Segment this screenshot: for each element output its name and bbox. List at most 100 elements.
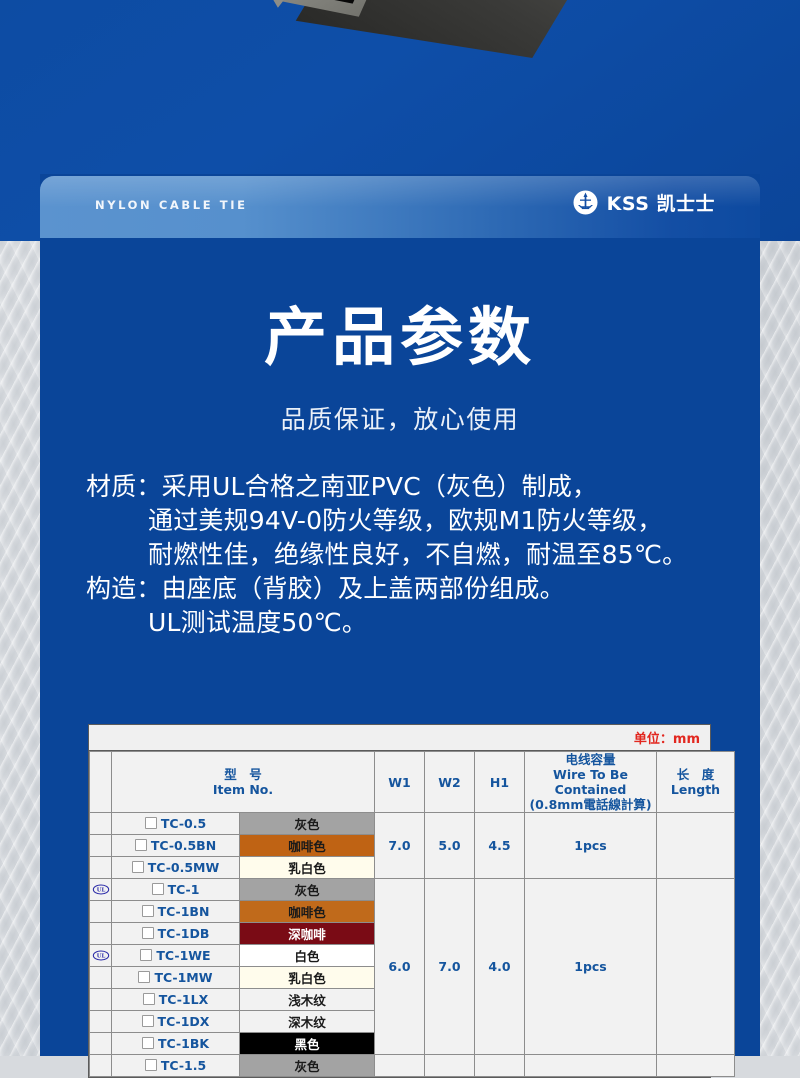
item-no-cell[interactable]: TC-1BN: [111, 900, 240, 923]
spec-line: 材质：采用UL合格之南亚PVC（灰色）制成，: [86, 472, 598, 501]
wire-capacity-cell: [524, 1054, 657, 1077]
table-row: TC-1LX 浅木纹: [89, 988, 735, 1011]
row-checkbox[interactable]: [138, 971, 151, 983]
header-w2: W2: [424, 751, 475, 813]
brand-header-bar: NYLON CABLE TIE KSS 凯士士: [40, 176, 760, 238]
ul-empty-cell: [89, 1054, 112, 1077]
h1-cell: 4.5: [474, 812, 525, 879]
spec-line: UL测试温度50℃。: [148, 608, 368, 637]
w2-cell: 5.0: [424, 812, 475, 879]
header-w1: W1: [374, 751, 425, 813]
header-wire-en: Wire To Be Contained: [553, 767, 628, 797]
ul-empty-cell: [89, 812, 112, 835]
color-swatch-cell: 灰色: [239, 878, 375, 901]
item-no-label: TC-1DX: [157, 1014, 210, 1029]
header-item-no: 型 号 Item No.: [111, 751, 375, 813]
wire-capacity-cell: 1pcs: [524, 878, 657, 1055]
table-head: 型 号 Item No. W1 W2 H1 电线容量 Wire To Be Co…: [89, 751, 735, 813]
ul-empty-cell: [89, 1010, 112, 1033]
table-row: TC-1DX 深木纹: [89, 1010, 735, 1033]
w2-cell: [424, 1054, 475, 1077]
header-length-cn: 长 度: [676, 767, 715, 782]
row-checkbox[interactable]: [141, 927, 154, 939]
item-no-cell[interactable]: TC-1BK: [111, 1032, 240, 1055]
header-ul: [89, 751, 112, 813]
pvc-cable-duct-photo: [265, 0, 582, 58]
row-checkbox[interactable]: [131, 861, 144, 873]
row-checkbox[interactable]: [141, 1015, 154, 1027]
row-checkbox[interactable]: [151, 883, 164, 895]
item-no-label: TC-1LX: [158, 992, 209, 1007]
table-row: UL TC-1 灰色 6.0 7.0 4.0 1pcs: [89, 878, 735, 1055]
item-no-cell[interactable]: TC-1: [111, 878, 240, 901]
item-no-cell[interactable]: TC-1DB: [111, 922, 240, 945]
ul-mark-cell: UL: [89, 944, 112, 967]
item-no-label: TC-0.5MW: [147, 860, 220, 875]
color-swatch-cell: 咖啡色: [239, 834, 375, 857]
table-row: TC-0.5MW 乳白色: [89, 856, 735, 879]
header-h1: H1: [474, 751, 525, 813]
ul-empty-cell: [89, 1032, 112, 1055]
spec-line: 耐燃性佳，绝缘性良好，不自燃，耐温至85℃。: [148, 540, 688, 569]
spec-description: 材质：采用UL合格之南亚PVC（灰色）制成， 通过美规94V-0防火等级，欧规M…: [86, 470, 726, 640]
spec-line: 构造：由座底（背胶）及上盖两部份组成。: [86, 574, 565, 603]
length-cell: [656, 878, 735, 1055]
header-wire-capacity: 电线容量 Wire To Be Contained (0.8mm電話線計算): [524, 751, 657, 813]
ul-empty-cell: [89, 834, 112, 857]
color-swatch-cell: 黑色: [239, 1032, 375, 1055]
item-no-label: TC-1DB: [157, 926, 210, 941]
row-checkbox[interactable]: [140, 949, 153, 961]
ul-empty-cell: [89, 966, 112, 989]
color-swatch-cell: 深木纹: [239, 1010, 375, 1033]
item-no-cell[interactable]: TC-1.5: [111, 1054, 240, 1077]
w1-cell: [374, 1054, 425, 1077]
ul-empty-cell: [89, 988, 112, 1011]
header-item-cn: 型 号: [224, 767, 262, 782]
h1-cell: [474, 1054, 525, 1077]
w1-cell: 6.0: [374, 878, 425, 1055]
w2-cell: 7.0: [424, 878, 475, 1055]
row-checkbox[interactable]: [141, 1037, 154, 1049]
row-checkbox[interactable]: [141, 905, 154, 917]
row-checkbox[interactable]: [144, 1059, 157, 1071]
unit-row: 单位：mm: [89, 725, 710, 751]
item-no-cell[interactable]: TC-1LX: [111, 988, 240, 1011]
color-swatch-cell: 灰色: [239, 812, 375, 835]
kss-anchor-logo-icon: [573, 190, 598, 215]
ul-listed-icon: UL: [92, 884, 109, 895]
header-wire-note: (0.8mm電話線計算): [529, 797, 652, 812]
item-no-label: TC-1BK: [157, 1036, 210, 1051]
item-no-cell[interactable]: TC-1DX: [111, 1010, 240, 1033]
item-no-label: TC-1BN: [157, 904, 210, 919]
item-no-label: TC-1WE: [156, 948, 211, 963]
length-cell: [656, 1054, 735, 1077]
item-no-cell[interactable]: TC-0.5: [111, 812, 240, 835]
table-row: TC-1.5 灰色: [89, 1054, 735, 1077]
color-swatch-cell: 咖啡色: [239, 900, 375, 923]
item-no-cell[interactable]: TC-0.5BN: [111, 834, 240, 857]
color-swatch-cell: 白色: [239, 944, 375, 967]
row-checkbox[interactable]: [142, 993, 155, 1005]
unit-label: 单位：mm: [633, 732, 700, 747]
header-length-en: Length: [670, 782, 721, 797]
spec-line: 通过美规94V-0防火等级，欧规M1防火等级，: [148, 506, 663, 535]
table-row: TC-1MW 乳白色: [89, 966, 735, 989]
spec-table-container: 单位：mm 型 号 Item No. W1 W2 H1 电线容量 Wire To…: [88, 724, 735, 1078]
item-no-label: TC-0.5: [160, 816, 207, 831]
row-checkbox[interactable]: [134, 839, 147, 851]
item-no-cell[interactable]: TC-1MW: [111, 966, 240, 989]
header-wire-cn: 电线容量: [565, 752, 616, 767]
color-swatch-cell: 乳白色: [239, 966, 375, 989]
header-item-en: Item No.: [212, 782, 274, 797]
brand-tagline: NYLON CABLE TIE: [95, 198, 248, 212]
item-no-cell[interactable]: TC-1WE: [111, 944, 240, 967]
table-row: TC-1BN 咖啡色: [89, 900, 735, 923]
ul-mark-cell: UL: [89, 878, 112, 901]
item-no-cell[interactable]: TC-0.5MW: [111, 856, 240, 879]
w1-cell: 7.0: [374, 812, 425, 879]
page-subtitle: 品质保证，放心使用: [280, 405, 520, 434]
color-swatch-cell: 浅木纹: [239, 988, 375, 1011]
row-checkbox[interactable]: [144, 817, 157, 829]
spec-table: 型 号 Item No. W1 W2 H1 电线容量 Wire To Be Co…: [89, 751, 735, 1077]
ul-empty-cell: [89, 856, 112, 879]
